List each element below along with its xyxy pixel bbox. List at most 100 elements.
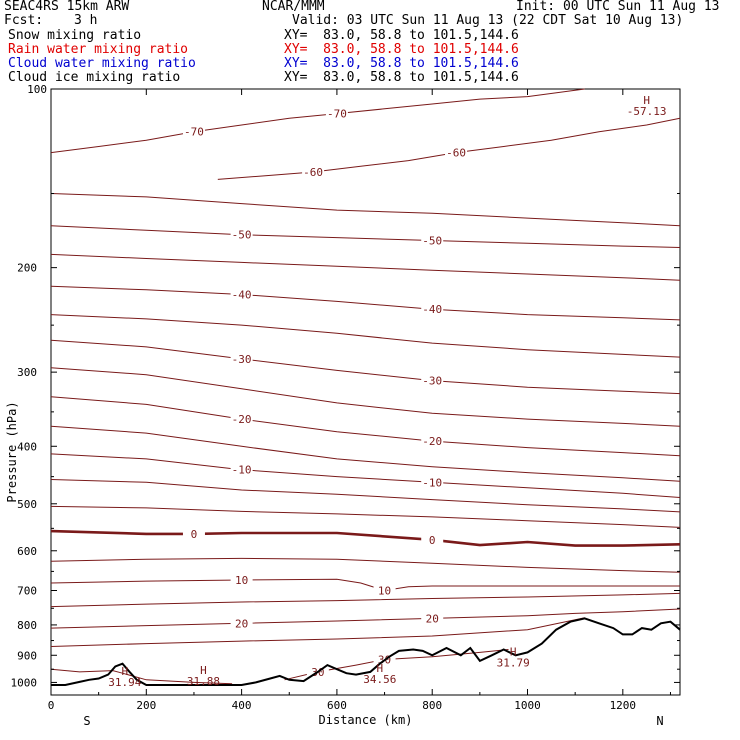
isotherm-line [50, 396, 681, 457]
isotherm-label: -60 [446, 147, 466, 160]
isotherm-line [50, 339, 681, 395]
isotherm-label-bg [445, 146, 468, 158]
isotherm-label: 0 [191, 528, 198, 541]
plot-frame [50, 88, 681, 696]
isotherm-line [50, 314, 681, 358]
isotherm-line [50, 285, 681, 321]
x-tick-label: 600 [327, 699, 347, 712]
isotherm-line [50, 367, 681, 427]
isotherm-label-bg [182, 527, 205, 539]
extremum-marker: H [643, 94, 650, 107]
isotherm-label-bg [230, 413, 253, 425]
isotherm-label-bg [182, 125, 205, 137]
isotherm-line [50, 479, 681, 513]
section-start-label: S [83, 714, 90, 728]
x-tick-label: 0 [48, 699, 55, 712]
org-label: NCAR/MMM [262, 0, 325, 14]
isotherm-line [50, 617, 585, 647]
y-tick-label: 100 [27, 83, 47, 96]
isotherm-label-bg [230, 352, 253, 364]
extremum-marker: H [510, 645, 517, 658]
legend-rain-xy: XY= 83.0, 58.8 to 101.5,144.6 [284, 42, 519, 57]
isotherm-label-bg [230, 288, 253, 300]
x-tick-label: 800 [422, 699, 442, 712]
isotherm-line [50, 193, 681, 227]
y-tick-label: 600 [17, 545, 37, 558]
extremum-value: -57.13 [627, 105, 667, 118]
isotherm-line [50, 578, 680, 592]
isotherm-line [50, 425, 681, 482]
isotherm-label: -40 [422, 303, 442, 316]
isotherm-line [50, 88, 585, 154]
extremum-marker: H [200, 664, 207, 677]
legend-cloudwater-xy: XY= 83.0, 58.8 to 101.5,144.6 [284, 56, 519, 71]
isotherm-line [50, 225, 681, 248]
isotherm-label-bg [421, 533, 444, 545]
isotherm-label: 20 [426, 612, 439, 625]
isotherm-label: -30 [232, 353, 252, 366]
isotherm-label: -20 [232, 413, 252, 426]
legend-cloudice-xy: XY= 83.0, 58.8 to 101.5,144.6 [284, 70, 519, 85]
extremum-marker: H [122, 665, 129, 678]
isotherm-label-bg [421, 234, 444, 246]
isotherm-label: -40 [232, 289, 252, 302]
fcst-value: 3 h [74, 13, 98, 28]
isotherm-label: -50 [422, 234, 442, 247]
isotherm-label-bg [230, 228, 253, 240]
model-title: SEAC4RS 15km ARW [4, 0, 130, 14]
isotherm-line [50, 668, 233, 685]
isotherm-label: -10 [422, 476, 442, 489]
legend-cloudice-name: Cloud ice mixing ratio [8, 70, 181, 85]
isotherm-label-bg [421, 303, 444, 315]
isotherm-line [50, 453, 681, 498]
y-axis-label: Pressure (hPa) [5, 401, 19, 502]
isotherm-label-bg [421, 435, 444, 447]
isotherm-label: -60 [303, 166, 323, 179]
isotherm-label-bg [373, 584, 396, 596]
x-tick-label: 200 [136, 699, 156, 712]
isotherm-label-bg [421, 476, 444, 488]
legend-cloudwater-name: Cloud water mixing ratio [8, 56, 196, 71]
y-tick-label: 200 [17, 262, 37, 275]
isotherm-label: -70 [184, 126, 204, 139]
x-tick-label: 1000 [514, 699, 541, 712]
isotherm-label: 10 [235, 574, 248, 587]
isotherm-label: -50 [232, 229, 252, 242]
isotherm-label-bg [325, 107, 348, 119]
isotherm-label-bg [230, 463, 253, 475]
isotherm-label: 0 [429, 534, 436, 547]
isotherm-label-bg [421, 612, 444, 624]
y-tick-label: 900 [17, 649, 37, 662]
isotherm-line [50, 592, 681, 608]
isotherm-line [50, 529, 681, 547]
y-tick-label: 500 [17, 498, 37, 511]
legend-snow-name: Snow mixing ratio [8, 28, 142, 43]
legend-rain-name: Rain water mixing ratio [8, 42, 189, 57]
x-axis-label: Distance (km) [319, 713, 413, 727]
isotherm-label-bg [230, 617, 253, 629]
y-tick-label: 700 [17, 585, 37, 598]
isotherm-line [50, 505, 681, 528]
isotherm-label: 10 [378, 585, 391, 598]
isotherm-label-bg [421, 374, 444, 386]
isotherm-label-bg [302, 166, 325, 178]
extremum-value: 31.94 [108, 676, 141, 689]
x-tick-label: 1200 [610, 699, 637, 712]
terrain-line [51, 617, 681, 686]
y-tick-label: 1000 [11, 676, 38, 689]
y-tick-label: 400 [17, 440, 37, 453]
valid-time: Valid: 03 UTC Sun 11 Aug 13 (22 CDT Sat … [292, 13, 684, 28]
isotherm-line [50, 253, 681, 281]
y-tick-label: 300 [17, 366, 37, 379]
legend-snow-xy: XY= 83.0, 58.8 to 101.5,144.6 [284, 28, 519, 43]
isotherm-label: 20 [235, 617, 248, 630]
extremum-value: 31.88 [187, 675, 220, 688]
extremum-marker: H [376, 662, 383, 675]
isotherm-label: -70 [327, 108, 347, 121]
isotherm-label: -20 [422, 435, 442, 448]
y-tick-label: 800 [17, 619, 37, 632]
isotherm-label: -10 [232, 464, 252, 477]
init-time: Init: 00 UTC Sun 11 Aug 13 [516, 0, 720, 14]
isotherm-line [50, 557, 681, 573]
